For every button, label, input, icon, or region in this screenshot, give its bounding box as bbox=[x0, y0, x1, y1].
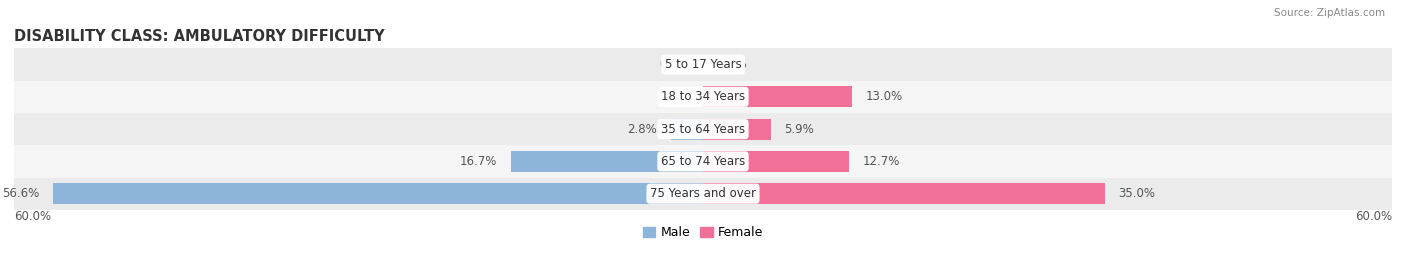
Text: 0.0%: 0.0% bbox=[659, 90, 689, 103]
Text: 5 to 17 Years: 5 to 17 Years bbox=[665, 58, 741, 71]
Text: 12.7%: 12.7% bbox=[863, 155, 900, 168]
Text: 60.0%: 60.0% bbox=[1355, 210, 1392, 223]
Text: 2.8%: 2.8% bbox=[627, 123, 657, 136]
Bar bbox=[671, 119, 703, 140]
Text: 5.9%: 5.9% bbox=[785, 123, 814, 136]
Legend: Male, Female: Male, Female bbox=[643, 226, 763, 239]
Text: 0.0%: 0.0% bbox=[659, 58, 689, 71]
Text: 56.6%: 56.6% bbox=[1, 187, 39, 200]
Bar bbox=[14, 81, 1392, 113]
Bar bbox=[14, 178, 1392, 210]
Bar bbox=[512, 151, 703, 172]
Bar bbox=[14, 145, 1392, 178]
Text: 35.0%: 35.0% bbox=[1119, 187, 1156, 200]
Text: 18 to 34 Years: 18 to 34 Years bbox=[661, 90, 745, 103]
Bar bbox=[14, 48, 1392, 81]
Text: 0.0%: 0.0% bbox=[717, 58, 747, 71]
Text: 16.7%: 16.7% bbox=[460, 155, 498, 168]
Text: 60.0%: 60.0% bbox=[14, 210, 51, 223]
Text: 75 Years and over: 75 Years and over bbox=[650, 187, 756, 200]
Text: 35 to 64 Years: 35 to 64 Years bbox=[661, 123, 745, 136]
Bar bbox=[14, 113, 1392, 145]
Bar bbox=[703, 119, 770, 140]
Bar bbox=[703, 183, 1105, 204]
Text: 65 to 74 Years: 65 to 74 Years bbox=[661, 155, 745, 168]
Text: 13.0%: 13.0% bbox=[866, 90, 903, 103]
Bar bbox=[703, 86, 852, 107]
Text: Source: ZipAtlas.com: Source: ZipAtlas.com bbox=[1274, 8, 1385, 18]
Bar bbox=[703, 151, 849, 172]
Bar bbox=[53, 183, 703, 204]
Text: DISABILITY CLASS: AMBULATORY DIFFICULTY: DISABILITY CLASS: AMBULATORY DIFFICULTY bbox=[14, 29, 385, 44]
